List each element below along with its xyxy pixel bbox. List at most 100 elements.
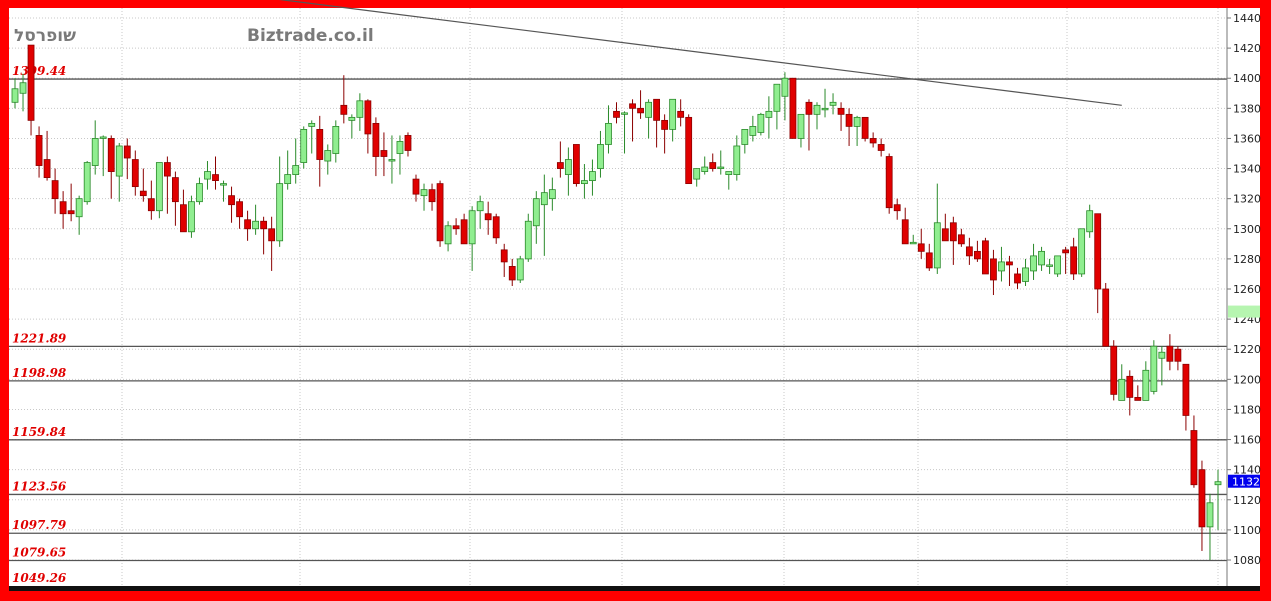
candle-down <box>316 115 324 187</box>
level-label: 1399.44 <box>12 64 66 78</box>
candle-down <box>861 116 869 142</box>
candle-down <box>492 213 500 244</box>
candle-down <box>893 198 901 220</box>
candle-down <box>1070 237 1078 280</box>
candle-up <box>308 120 316 154</box>
candle-down <box>123 138 131 180</box>
price-axis: 1080110011201140116011801200122012401260… <box>1227 12 1261 567</box>
candle-down <box>869 132 877 148</box>
candle-down <box>957 228 965 247</box>
candle-down <box>163 156 171 214</box>
candle-up <box>1214 469 1222 530</box>
candle-down <box>340 75 348 124</box>
tick-label: 1440 <box>1233 12 1261 25</box>
tick-label: 1100 <box>1233 524 1261 537</box>
candle-up <box>356 93 364 131</box>
candle-down <box>484 201 492 235</box>
candle-down <box>508 258 516 286</box>
candle-down <box>372 117 380 177</box>
candle-down <box>1190 415 1198 488</box>
candle-up <box>300 126 308 169</box>
candle-up <box>548 177 556 211</box>
tick-label: 1340 <box>1233 163 1261 176</box>
candle-down <box>637 90 644 119</box>
candle-down <box>500 243 508 277</box>
tick-label: 1400 <box>1233 72 1261 85</box>
tick-label: 1360 <box>1233 132 1261 145</box>
candle-up <box>821 88 829 118</box>
candle-up <box>733 135 741 181</box>
candle-down <box>460 213 468 245</box>
candle-down <box>573 144 580 187</box>
candle-down <box>1094 213 1102 314</box>
trendline <box>278 0 1122 106</box>
candle-up <box>91 120 99 175</box>
candle-down <box>885 153 893 214</box>
candle-down <box>1198 460 1206 551</box>
tick-label: 1160 <box>1233 434 1261 447</box>
candle-up <box>998 246 1005 282</box>
candle-up <box>220 180 227 202</box>
candle-down <box>364 99 372 154</box>
candles <box>11 44 1222 560</box>
candle-up <box>1086 204 1094 238</box>
candle-down <box>35 126 43 178</box>
level-label: 1123.56 <box>12 479 67 493</box>
tick-label: 1180 <box>1233 403 1261 416</box>
candle-down <box>27 44 35 136</box>
tick-label: 1420 <box>1233 42 1261 55</box>
level-label: 1079.65 <box>12 546 66 560</box>
candle-up <box>749 115 757 142</box>
candle-up <box>420 183 428 211</box>
candle-down <box>965 237 973 265</box>
candle-up <box>933 183 941 274</box>
candle-up <box>797 113 805 148</box>
candle-up <box>773 83 781 130</box>
candle-up <box>19 73 27 112</box>
candle-up <box>829 93 837 115</box>
tick-label: 1280 <box>1233 253 1261 266</box>
candle-down <box>228 186 235 223</box>
level-label: 1198.98 <box>12 366 67 380</box>
tick-label: 1220 <box>1233 343 1261 356</box>
candle-up <box>276 156 284 247</box>
candle-up <box>589 159 596 196</box>
tick-label: 1080 <box>1233 554 1261 567</box>
candle-up <box>1054 255 1061 277</box>
candle-down <box>51 168 59 214</box>
candle-down <box>147 180 155 220</box>
candle-down <box>556 141 564 178</box>
candle-up <box>621 111 628 154</box>
last-price-badge <box>1228 474 1260 488</box>
candle-down <box>1110 340 1118 401</box>
symbol-title: שופרסל <box>14 26 76 46</box>
candle-down <box>380 132 388 177</box>
candle-up <box>476 195 484 229</box>
candle-up <box>1038 246 1045 271</box>
tick-label: 1140 <box>1233 464 1261 477</box>
candle-down <box>1102 282 1110 347</box>
candle-down <box>877 138 885 157</box>
candle-down <box>244 210 251 241</box>
candle-up <box>83 161 91 205</box>
candle-up <box>1046 258 1053 274</box>
candle-up <box>348 114 356 139</box>
candle-up <box>717 150 725 175</box>
candle-down <box>43 130 51 181</box>
candle-up <box>204 161 211 190</box>
candle-up <box>645 99 652 139</box>
candle-up <box>853 115 861 146</box>
last-price-label: 1132 <box>1232 476 1260 489</box>
level-label: 1159.84 <box>12 425 66 439</box>
candle-up <box>1142 361 1150 401</box>
candle-up <box>1030 243 1037 280</box>
candle-up <box>99 135 107 177</box>
candle-down <box>1134 385 1142 401</box>
watermark: Biztrade.co.il <box>247 26 374 46</box>
candle-down <box>925 243 933 271</box>
candle-up <box>115 142 123 202</box>
candle-down <box>941 213 949 242</box>
candle-up <box>701 156 709 175</box>
